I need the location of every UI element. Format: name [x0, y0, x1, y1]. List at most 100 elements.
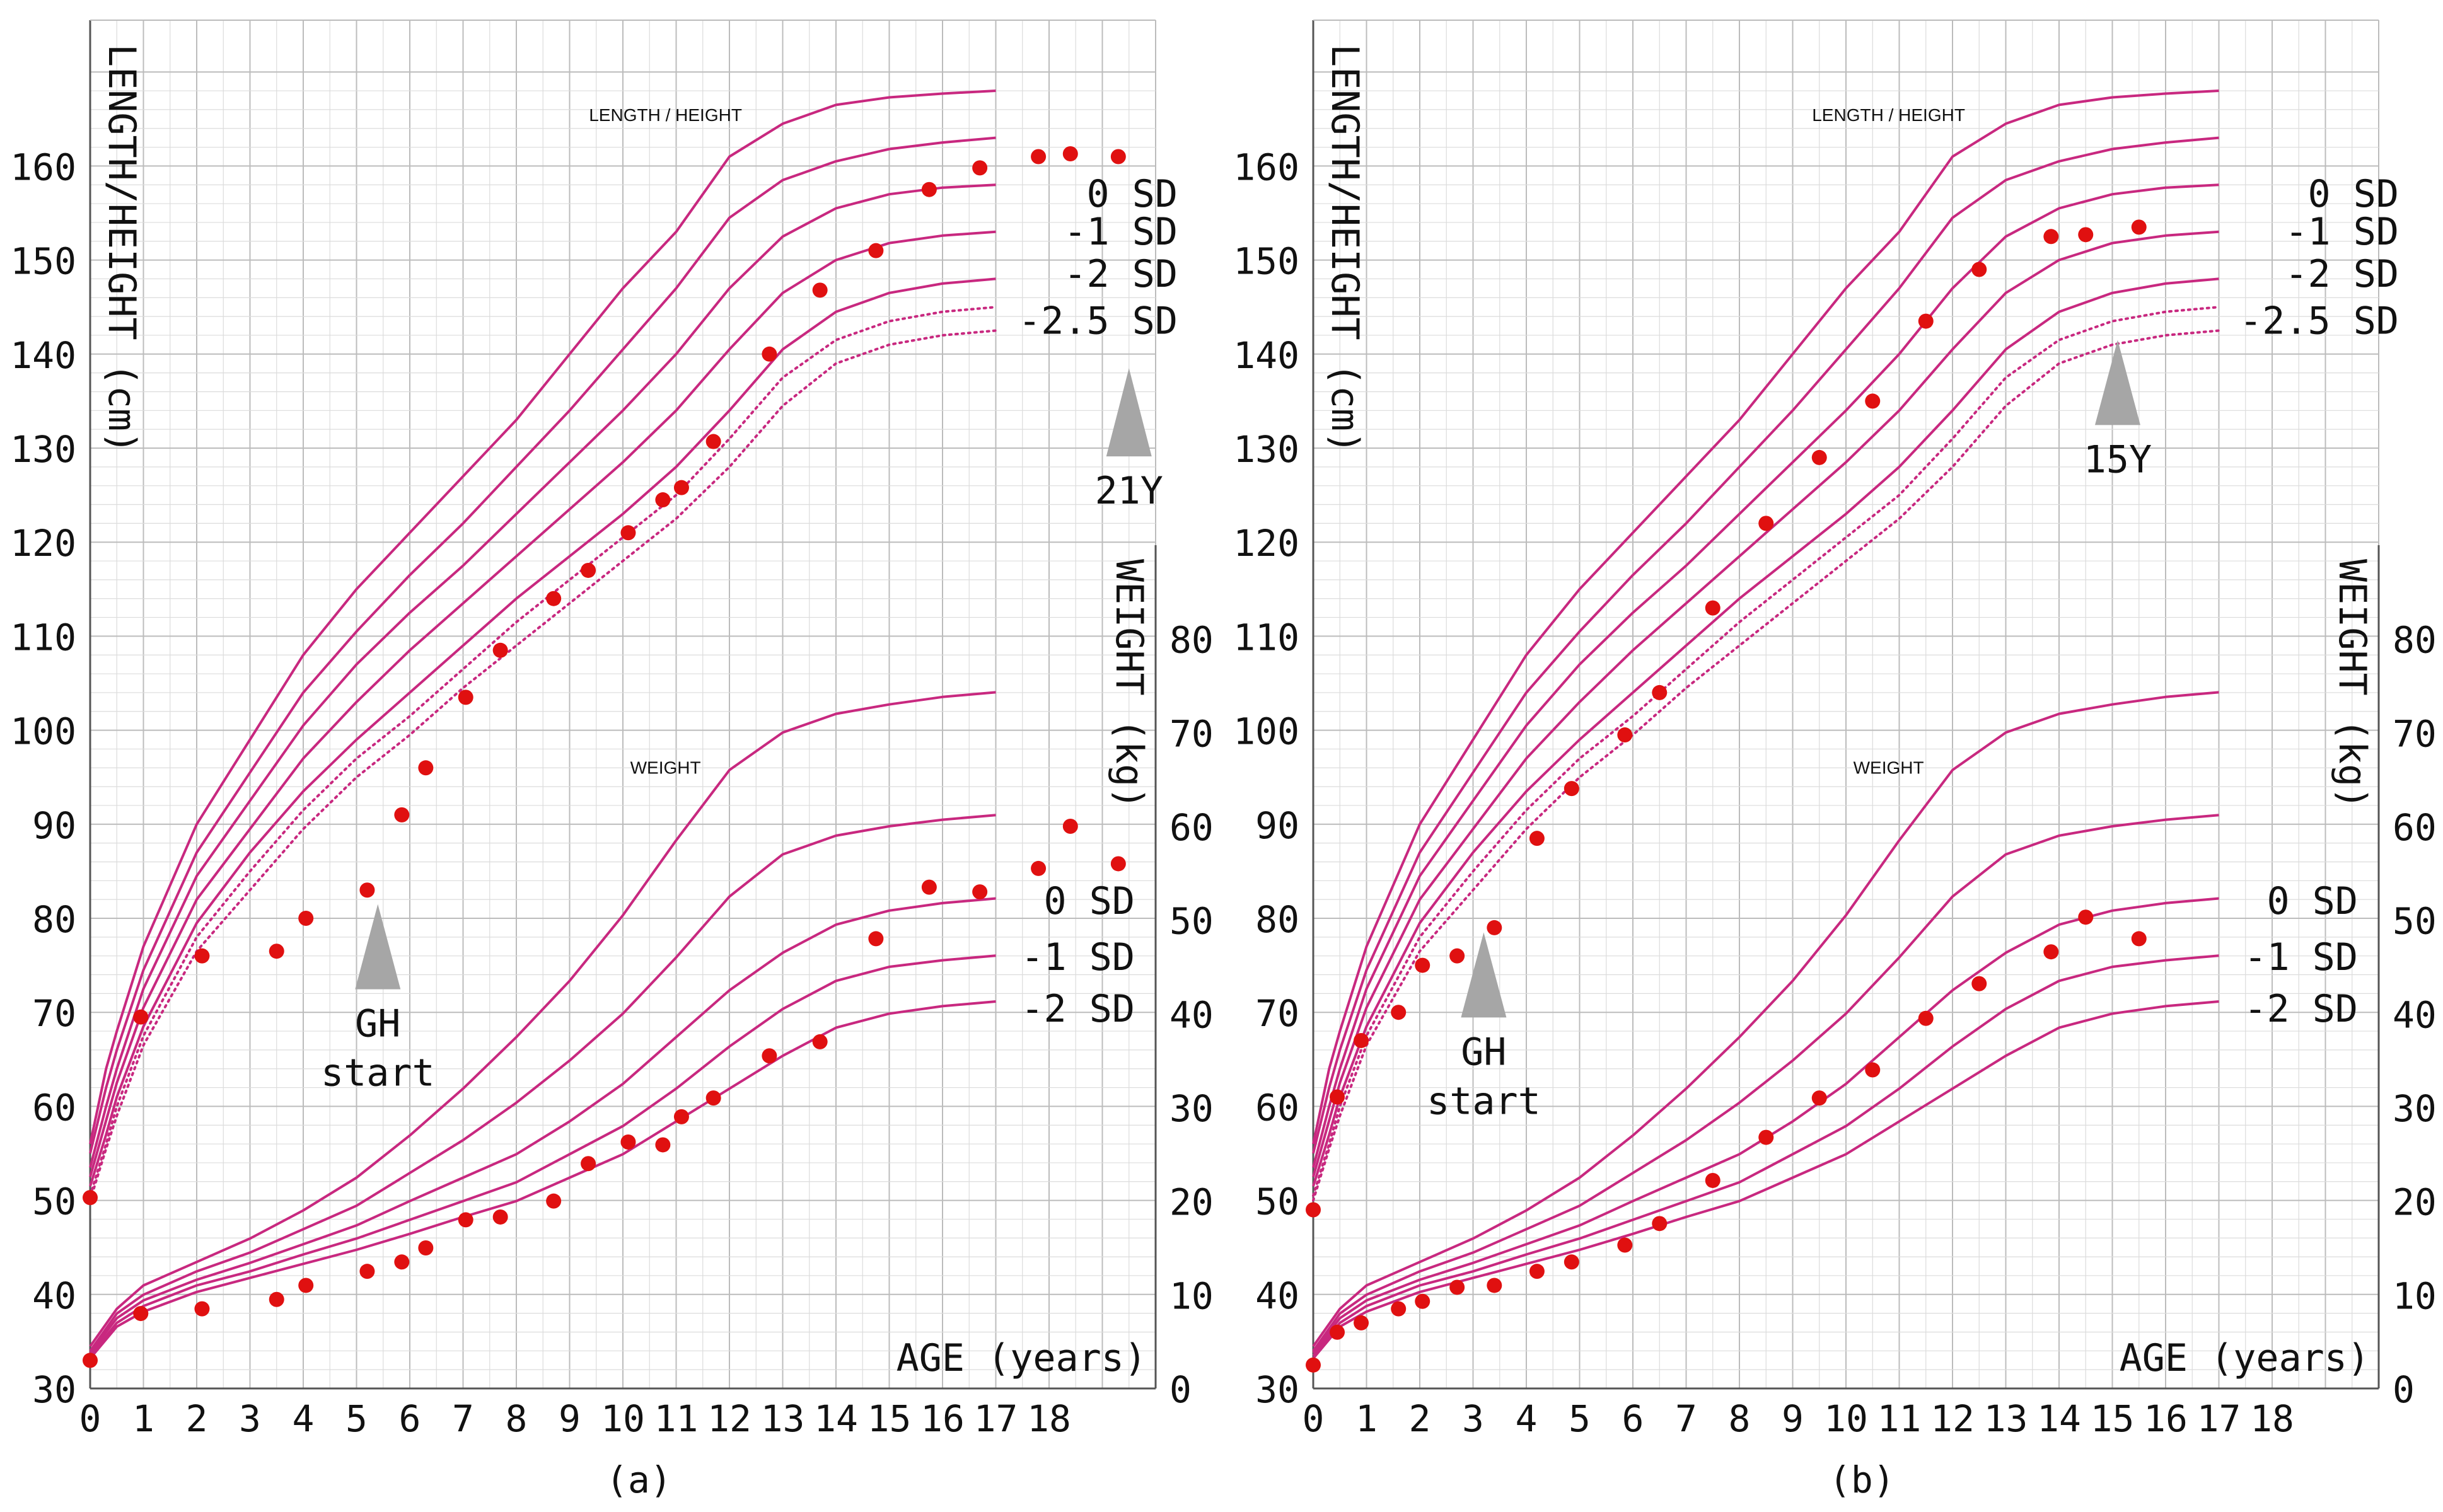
height-data-point	[1330, 1089, 1345, 1105]
weight-tick-label: 0	[2393, 1368, 2415, 1411]
age-tick-label: 6	[399, 1397, 421, 1440]
weight-data-point	[705, 1090, 721, 1106]
height-data-point	[83, 1190, 98, 1206]
weight-data-point	[921, 879, 937, 895]
height-tick-label: 100	[10, 710, 76, 753]
weight-sd-label: 0 SD	[2267, 879, 2359, 923]
weight-data-point	[298, 1278, 314, 1293]
weight-tick-label: 30	[2393, 1087, 2437, 1130]
panel-caption: (b)	[1829, 1458, 1895, 1501]
age-axis-label: AGE (years)	[2120, 1336, 2370, 1380]
height-data-point	[1564, 781, 1579, 797]
height-tick-label: 30	[1255, 1368, 1299, 1411]
height-tick-label: 40	[32, 1274, 76, 1317]
height-data-point	[1811, 449, 1827, 465]
age-tick-label: 8	[506, 1397, 528, 1440]
height-data-point	[1487, 920, 1502, 935]
age-tick-label: 1	[1355, 1397, 1378, 1440]
growth-panel-b: 3040506070809010011012013014015016001020…	[1233, 20, 2437, 1501]
weight-reference-curve	[1312, 954, 2219, 1357]
age-tick-label: 17	[974, 1397, 1018, 1440]
height-tick-label: 150	[10, 240, 76, 283]
height-data-point	[1705, 600, 1721, 616]
height-sd-label: -2.5 SD	[1018, 299, 1178, 343]
height-tick-label: 70	[1255, 992, 1299, 1035]
height-tick-label: 150	[1233, 240, 1299, 283]
age-tick-label: 9	[559, 1397, 581, 1440]
height-tick-label: 140	[1233, 334, 1299, 377]
height-tick-label: 100	[1233, 710, 1299, 753]
height-data-point	[673, 480, 689, 495]
weight-tick-label: 20	[2393, 1181, 2437, 1224]
height-data-point	[620, 525, 636, 541]
weight-data-point	[673, 1109, 689, 1124]
age-tick-label: 11	[1877, 1397, 1922, 1440]
weight-data-point	[194, 1301, 210, 1317]
height-sd-label: -1 SD	[1064, 210, 1178, 254]
age-tick-label: 13	[761, 1397, 805, 1440]
age-tick-label: 6	[1622, 1397, 1644, 1440]
height-reference-curve	[1312, 277, 2219, 1187]
height-data-point	[492, 642, 508, 658]
height-data-point	[812, 282, 828, 298]
height-reference-curve-dotted	[1312, 306, 2220, 1197]
age-tick-label: 7	[1675, 1397, 1697, 1440]
weight-data-point	[1449, 1279, 1465, 1295]
height-tick-label: 160	[1233, 146, 1299, 188]
height-tick-label: 50	[1255, 1180, 1299, 1223]
height-reference-curve-dotted	[89, 306, 997, 1197]
weight-tick-label: 70	[1169, 712, 1214, 755]
height-data-point	[2131, 219, 2147, 235]
age-tick-label: 16	[2144, 1397, 2188, 1440]
weight-data-point	[1865, 1062, 1881, 1078]
weight-sd-label: -1 SD	[1021, 935, 1135, 979]
age-tick-label: 3	[239, 1397, 261, 1440]
annotation-text: start	[321, 1051, 435, 1095]
growth-panel-a: 3040506070809010011012013014015016001020…	[10, 20, 1214, 1501]
height-data-point	[1971, 262, 1987, 277]
weight-data-point	[1354, 1315, 1369, 1330]
weight-data-point	[1652, 1216, 1668, 1232]
annotation-arrow-icon	[1461, 932, 1507, 1018]
age-tick-label: 3	[1462, 1397, 1484, 1440]
age-tick-label: 18	[2250, 1397, 2294, 1440]
height-reference-curve	[1312, 136, 2219, 1154]
age-tick-label: 11	[654, 1397, 699, 1440]
height-tick-label: 110	[10, 616, 76, 659]
height-data-point	[1529, 831, 1545, 846]
weight-data-point	[1705, 1172, 1721, 1188]
height-tick-label: 60	[1255, 1086, 1299, 1129]
weight-tick-label: 20	[1169, 1181, 1214, 1224]
weight-tick-label: 50	[2393, 900, 2437, 943]
annotation-text: start	[1427, 1079, 1541, 1123]
weight-tick-label: 80	[1169, 619, 1214, 662]
height-reference-curve-dotted	[1312, 329, 2220, 1202]
height-axis-label: LENGTH/HEIGHT (cm)	[100, 44, 144, 454]
age-tick-label: 8	[1729, 1397, 1751, 1440]
weight-reference-curve	[89, 954, 996, 1357]
age-tick-label: 18	[1027, 1397, 1071, 1440]
annotation-text: GH	[355, 1002, 400, 1046]
height-tick-label: 110	[1233, 616, 1299, 659]
weight-data-point	[269, 1291, 284, 1307]
height-sd-label: -1 SD	[2285, 210, 2399, 254]
height-tick-label: 30	[32, 1368, 76, 1411]
weight-data-point	[458, 1212, 473, 1228]
height-reference-curve	[89, 183, 996, 1168]
height-tick-label: 130	[1233, 428, 1299, 471]
age-tick-label: 2	[1409, 1397, 1431, 1440]
weight-sd-label: -2 SD	[2244, 987, 2358, 1031]
weight-data-point	[1062, 819, 1078, 834]
height-reference-curve	[1312, 89, 2219, 1145]
age-tick-label: 0	[1303, 1397, 1325, 1440]
weight-data-point	[1811, 1090, 1827, 1106]
height-chart-title: LENGTH / HEIGHT	[1812, 105, 1965, 125]
age-tick-label: 10	[601, 1397, 645, 1440]
height-data-point	[1354, 1032, 1369, 1048]
weight-sd-label: -1 SD	[2244, 935, 2358, 979]
weight-data-point	[1110, 856, 1126, 872]
height-tick-label: 90	[32, 804, 76, 847]
annotation-text: 21Y	[1095, 469, 1163, 513]
height-tick-label: 40	[1255, 1274, 1299, 1317]
weight-data-point	[1758, 1129, 1774, 1145]
